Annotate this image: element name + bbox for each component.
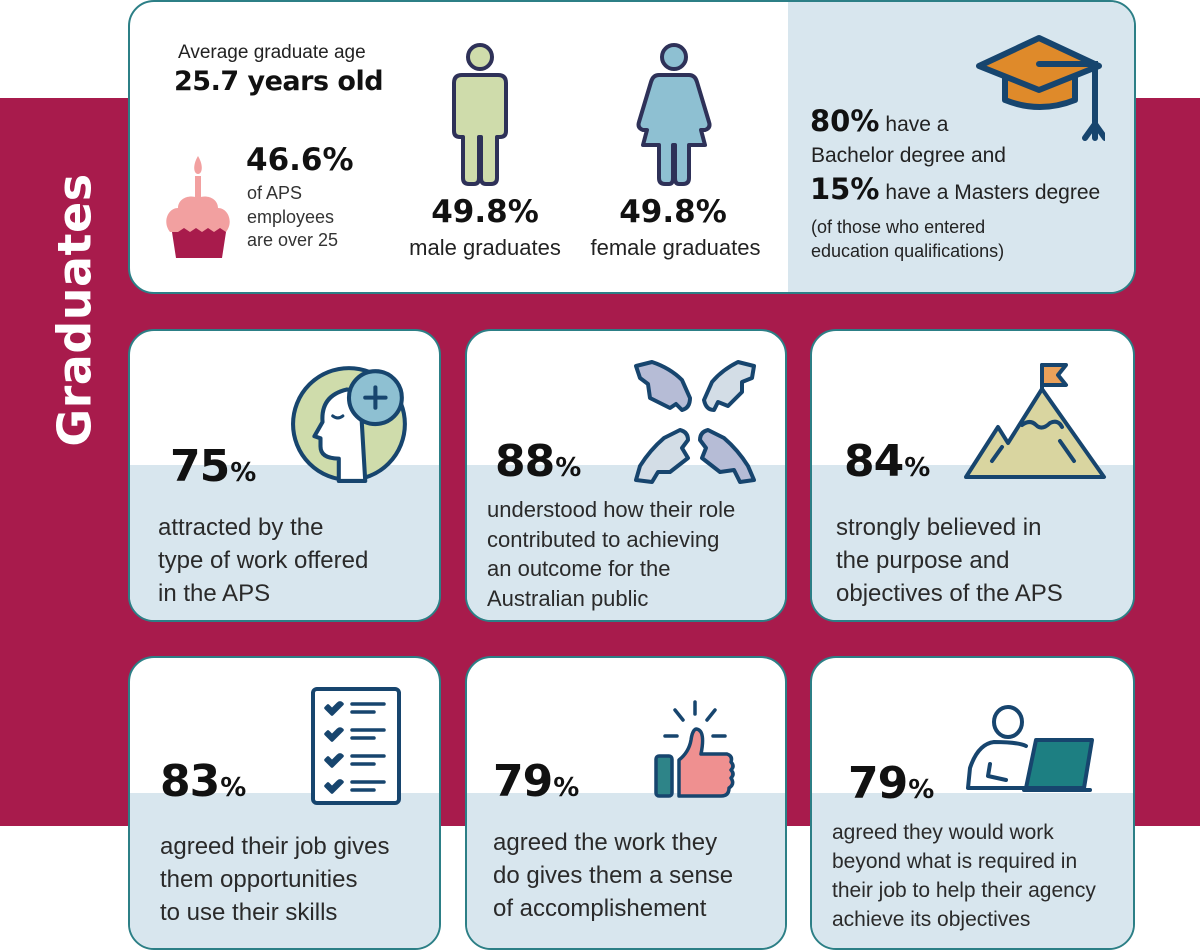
percent-symbol: % [553,773,580,803]
masters-percent: 15% [810,172,880,206]
stat-description: agreed the work they do gives them a sen… [493,826,733,925]
section-title-text: Graduates [48,173,102,447]
checklist-icon [311,687,401,805]
female-person-icon [636,43,712,186]
desc-line: do gives them a sense [493,862,734,889]
section-title: Graduates [20,120,130,500]
bachelor-text-2: Bachelor degree and [811,144,1006,167]
stat-percent: 79% [848,758,934,809]
stat-card-purpose: 84% strongly believed in the purpose and… [810,329,1135,622]
stat-value: 88 [495,436,555,487]
desc-line: Australian public [487,585,649,611]
card-lower-panel [812,465,1133,620]
male-percent: 49.8% [431,194,539,230]
stat-value: 84 [844,436,904,487]
cupcake-icon [166,156,230,258]
average-age-label: Average graduate age [178,42,366,63]
percent-symbol: % [230,458,257,488]
bachelor-percent: 80% [810,104,880,138]
stat-description: attracted by the type of work offered in… [158,511,368,610]
desc-line: objectives of the APS [836,580,1063,607]
percent-symbol: % [904,453,931,483]
desc-line: of accomplishement [493,895,707,922]
desc-line: the purpose and [836,547,1010,574]
over25-line: are over 25 [247,230,339,250]
stat-description: agreed they would work beyond what is re… [832,818,1096,934]
percent-symbol: % [908,775,935,805]
average-age-value: 25.7 years old [174,66,384,97]
stat-percent: 88% [495,436,581,487]
card-lower-panel [467,793,785,948]
desc-line: agreed their job gives [160,833,390,860]
desc-line: type of work offered [158,547,369,574]
card-lower-panel [130,793,439,948]
education-note: (of those who entered education qualific… [811,215,1051,263]
female-label: female graduates [590,235,761,260]
stat-card-role-contribution: 88% understood how their role contribute… [465,329,787,622]
desc-line: them opportunities [160,866,358,893]
desc-line: agreed they would work [832,821,1054,844]
desc-line: to use their skills [160,899,338,926]
card-lower-panel [130,465,439,620]
male-label: male graduates [409,235,561,260]
over25-percent: 46.6% [246,142,354,178]
stat-percent: 79% [493,756,579,807]
stat-percent: 84% [844,436,930,487]
mind-plus-icon [291,366,407,483]
stat-percent: 83% [160,756,246,807]
thumbs-up-icon [654,700,735,798]
stat-value: 75 [170,441,230,492]
stat-card-type-of-work: 75% attracted by the type of work offere… [128,329,441,622]
stat-card-accomplishment: 79% agreed the work they do gives them a… [465,656,787,950]
male-person-icon [452,43,508,186]
bachelor-text: have a [885,113,949,136]
mountain-flag-icon [964,363,1106,479]
desc-line: their job to help their agency [832,879,1096,902]
card-lower-panel [812,793,1133,948]
over25-line: of APS [247,183,303,203]
stat-description: agreed their job gives them opportunitie… [160,830,389,929]
desc-line: attracted by the [158,514,324,541]
person-laptop-icon [966,705,1094,792]
over25-line: employees [247,206,335,227]
stat-value: 83 [160,756,220,807]
stat-card-work-beyond: 79% agreed they would work beyond what i… [810,656,1135,950]
bachelor-stat: 80% have a [810,104,948,138]
desc-line: in the APS [158,580,271,607]
masters-stat: 15% have a Masters degree [810,172,1100,206]
summary-card: Average graduate age 25.7 years old 46.6… [128,0,1136,294]
four-hands-icon [634,360,756,484]
stat-value: 79 [493,756,553,807]
over25-description: of APS employees are over 25 [247,182,387,253]
stat-card-skills: 83% agreed their job gives them opportun… [128,656,441,950]
desc-line: understood how their role [487,497,736,522]
desc-line: contributed to achieving [487,526,720,552]
desc-line: an outcome for the [487,556,671,581]
desc-line: beyond what is required in [832,850,1078,873]
desc-line: strongly believed in [836,514,1042,541]
percent-symbol: % [220,773,247,803]
stat-description: understood how their role contributed to… [487,495,735,613]
masters-text: have a Masters degree [885,181,1101,204]
female-percent: 49.8% [619,194,727,230]
education-panel [788,2,1134,292]
education-note-line: education qualifications) [811,241,1005,261]
education-note-line: (of those who entered [811,217,986,237]
desc-line: agreed the work they [493,829,718,856]
stat-percent: 75% [170,441,256,492]
graduation-cap-icon [976,35,1105,141]
card-lower-panel [467,465,785,620]
desc-line: achieve its objectives [832,908,1031,931]
percent-symbol: % [555,453,582,483]
stat-description: strongly believed in the purpose and obj… [836,511,1063,610]
stat-value: 79 [848,758,908,809]
